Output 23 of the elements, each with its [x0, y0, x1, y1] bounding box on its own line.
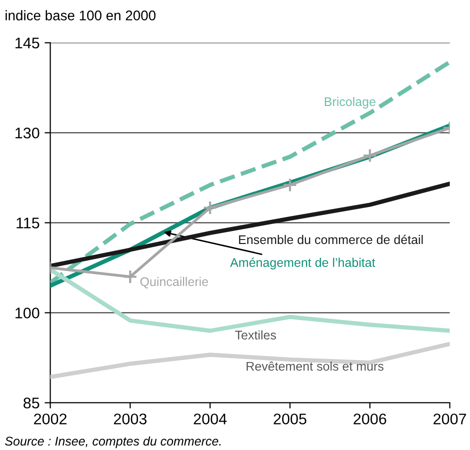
y-tick-label: 130 [16, 128, 40, 138]
series-label: Quincaillerie [140, 276, 208, 288]
series-label: Ensemble du commerce de détail [239, 234, 423, 244]
y-tick-label: 85 [24, 398, 40, 408]
x-tick-label: 2002 [34, 414, 67, 424]
point [202, 200, 218, 216]
x-tick-label: 2005 [274, 414, 306, 424]
line-series [50, 342, 450, 380]
x-tick-label: 2006 [354, 414, 386, 424]
series-label: Bricolage [324, 96, 376, 109]
y-tick-label: 115 [16, 218, 40, 228]
text: Aménagement de l’habitat [230, 258, 376, 270]
x-tick-label: 2003 [114, 414, 147, 424]
y-tick-label: 145 [16, 38, 40, 48]
y-axis-title: indice base 100 en 2000 [6, 10, 156, 20]
series-label: Revêtement sols et murs [246, 361, 384, 371]
series-label: Textiles [235, 330, 276, 340]
x-tick-label: 2007 [434, 414, 466, 424]
x-tick-label: 2004 [194, 414, 227, 424]
line-series [50, 182, 450, 268]
source-note: Source : Insee, comptes du commerce. [5, 436, 221, 448]
point [282, 178, 298, 192]
y-tick-label: 100 [16, 308, 40, 318]
